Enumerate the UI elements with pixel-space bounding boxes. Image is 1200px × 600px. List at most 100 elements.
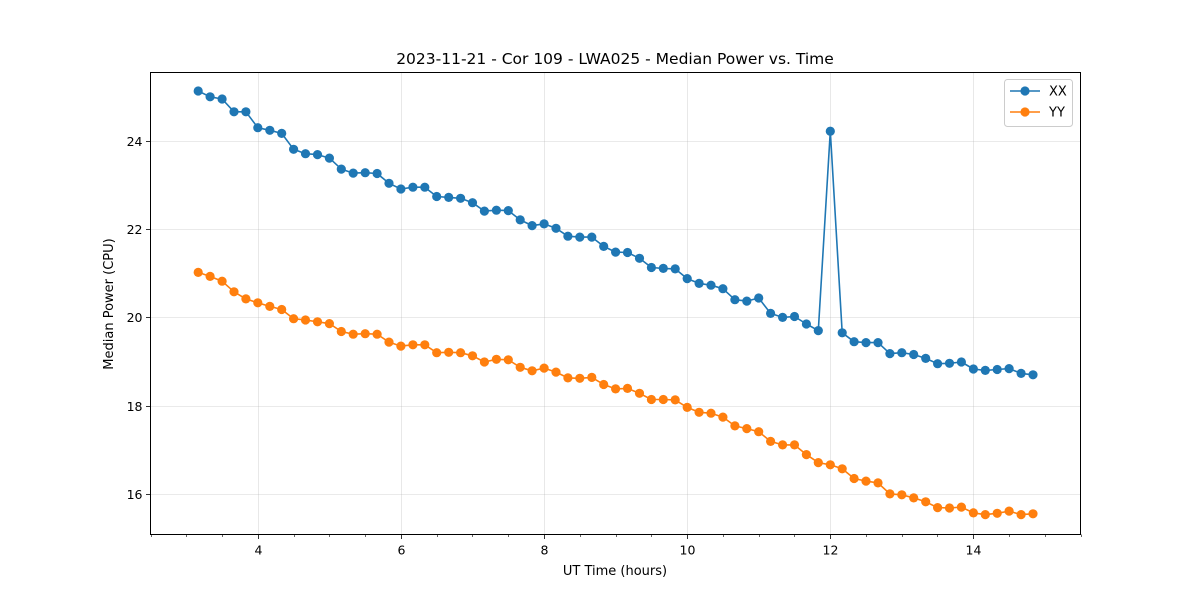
data-point-yy xyxy=(861,476,871,486)
data-point-yy xyxy=(921,497,931,507)
data-point-xx xyxy=(813,326,823,336)
data-point-yy xyxy=(980,509,990,520)
data-point-yy xyxy=(694,407,704,417)
data-point-xx xyxy=(575,232,585,242)
data-point-xx xyxy=(515,215,525,225)
data-point-xx xyxy=(587,232,597,242)
data-point-xx xyxy=(384,178,394,188)
data-point-xx xyxy=(312,150,323,160)
legend-label-yy: YY xyxy=(1048,106,1065,121)
data-point-yy xyxy=(491,354,501,364)
y-tick-label: 16 xyxy=(127,487,143,502)
data-point-xx xyxy=(539,219,549,229)
data-point-xx xyxy=(634,253,645,263)
data-point-yy xyxy=(360,329,370,339)
data-point-xx xyxy=(968,364,979,374)
data-point-yy xyxy=(599,379,609,390)
data-point-yy xyxy=(456,348,466,358)
y-axis-label: Median Power (CPU) xyxy=(102,238,117,369)
data-point-xx xyxy=(778,312,788,322)
data-point-xx xyxy=(849,337,859,347)
data-point-xx xyxy=(956,357,967,367)
data-point-yy xyxy=(539,363,549,373)
data-point-yy xyxy=(467,351,478,361)
tick-layer: 4 6 8 10 12 14 16 18 20 22 24 xyxy=(127,134,1082,558)
x-axis-label: UT Time (hours) xyxy=(563,564,667,579)
data-point-xx xyxy=(456,193,466,203)
data-point-xx xyxy=(599,241,609,251)
data-point-xx xyxy=(706,280,716,290)
data-point-yy xyxy=(289,314,299,324)
data-point-xx xyxy=(1028,370,1038,380)
data-point-xx xyxy=(658,263,668,273)
data-point-yy xyxy=(706,408,716,418)
data-point-xx xyxy=(241,107,251,117)
data-point-yy xyxy=(933,503,943,513)
data-point-xx xyxy=(921,353,931,363)
data-point-yy xyxy=(324,319,334,329)
data-point-xx xyxy=(527,221,537,231)
data-point-xx xyxy=(1016,368,1026,378)
data-point-xx xyxy=(193,86,203,96)
data-point-yy xyxy=(1004,506,1014,516)
data-point-xx xyxy=(980,365,990,375)
data-point-xx xyxy=(718,284,728,294)
series-layer xyxy=(193,86,1038,520)
data-point-yy xyxy=(527,366,537,376)
legend-label-xx: XX xyxy=(1049,85,1067,100)
data-point-yy xyxy=(813,458,823,468)
data-point-yy xyxy=(229,287,239,297)
data-point-yy xyxy=(730,421,740,431)
data-point-yy xyxy=(634,388,645,398)
data-point-yy xyxy=(300,315,311,325)
data-point-xx xyxy=(396,184,406,194)
data-point-xx xyxy=(205,92,215,102)
data-point-xx xyxy=(694,278,704,288)
data-point-xx xyxy=(348,168,358,178)
data-point-xx xyxy=(944,358,955,368)
data-point-xx xyxy=(408,182,418,192)
data-point-yy xyxy=(503,355,513,365)
data-point-yy xyxy=(420,340,430,350)
data-point-yy xyxy=(885,489,895,499)
data-point-yy xyxy=(801,450,812,460)
x-tick-label: 14 xyxy=(966,543,982,558)
data-point-xx xyxy=(885,349,895,359)
data-point-xx xyxy=(873,338,883,348)
data-point-xx xyxy=(277,128,287,138)
data-point-yy xyxy=(217,276,227,286)
data-point-yy xyxy=(551,367,561,377)
data-point-xx xyxy=(837,328,847,338)
data-point-xx xyxy=(336,164,346,174)
data-point-xx xyxy=(682,274,692,284)
data-point-yy xyxy=(444,347,454,357)
data-point-xx xyxy=(766,308,776,318)
data-point-yy xyxy=(253,298,263,308)
data-point-yy xyxy=(897,490,907,500)
x-tick-label: 4 xyxy=(255,543,263,558)
data-point-yy xyxy=(956,502,967,512)
data-point-yy xyxy=(277,304,287,315)
data-point-yy xyxy=(348,329,358,339)
data-point-xx xyxy=(754,293,764,303)
data-point-yy xyxy=(241,294,251,304)
data-point-yy xyxy=(1028,509,1038,519)
data-point-yy xyxy=(646,394,657,405)
data-point-xx xyxy=(622,247,633,258)
data-point-yy xyxy=(873,478,883,488)
data-point-xx xyxy=(611,247,621,257)
data-point-xx xyxy=(444,192,454,202)
data-point-xx xyxy=(992,364,1002,375)
data-point-xx xyxy=(563,231,573,241)
data-point-xx xyxy=(467,198,478,208)
data-point-yy xyxy=(968,508,979,518)
data-point-yy xyxy=(479,357,489,367)
data-point-yy xyxy=(909,493,919,503)
data-point-yy xyxy=(611,384,621,394)
data-point-yy xyxy=(408,340,418,350)
data-point-yy xyxy=(587,372,597,382)
data-point-xx xyxy=(670,264,680,274)
data-point-yy xyxy=(670,395,680,405)
data-point-xx xyxy=(897,348,907,358)
